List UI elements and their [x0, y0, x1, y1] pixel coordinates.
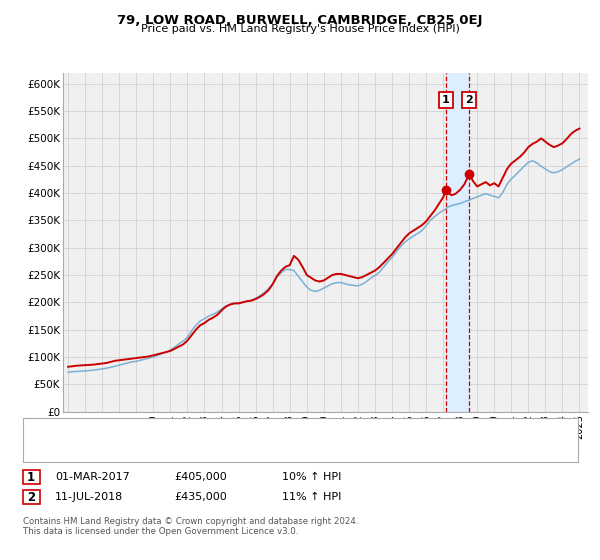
Text: 79, LOW ROAD, BURWELL, CAMBRIDGE, CB25 0EJ (detached house): 79, LOW ROAD, BURWELL, CAMBRIDGE, CB25 0…	[72, 425, 424, 435]
Text: 01-MAR-2017: 01-MAR-2017	[55, 472, 130, 482]
Text: £435,000: £435,000	[174, 492, 227, 502]
Text: This data is licensed under the Open Government Licence v3.0.: This data is licensed under the Open Gov…	[23, 528, 298, 536]
Text: Price paid vs. HM Land Registry's House Price Index (HPI): Price paid vs. HM Land Registry's House …	[140, 24, 460, 34]
Text: HPI: Average price, detached house, East Cambridgeshire: HPI: Average price, detached house, East…	[72, 445, 374, 455]
Text: 1: 1	[442, 95, 450, 105]
Text: 10% ↑ HPI: 10% ↑ HPI	[282, 472, 341, 482]
Text: £405,000: £405,000	[174, 472, 227, 482]
Text: 1: 1	[27, 470, 35, 484]
Text: 11% ↑ HPI: 11% ↑ HPI	[282, 492, 341, 502]
Text: 79, LOW ROAD, BURWELL, CAMBRIDGE, CB25 0EJ: 79, LOW ROAD, BURWELL, CAMBRIDGE, CB25 0…	[117, 14, 483, 27]
Text: 2: 2	[27, 491, 35, 504]
Text: 11-JUL-2018: 11-JUL-2018	[55, 492, 124, 502]
Text: 2: 2	[465, 95, 473, 105]
Bar	[446, 73, 469, 412]
Text: Contains HM Land Registry data © Crown copyright and database right 2024.: Contains HM Land Registry data © Crown c…	[23, 517, 358, 526]
